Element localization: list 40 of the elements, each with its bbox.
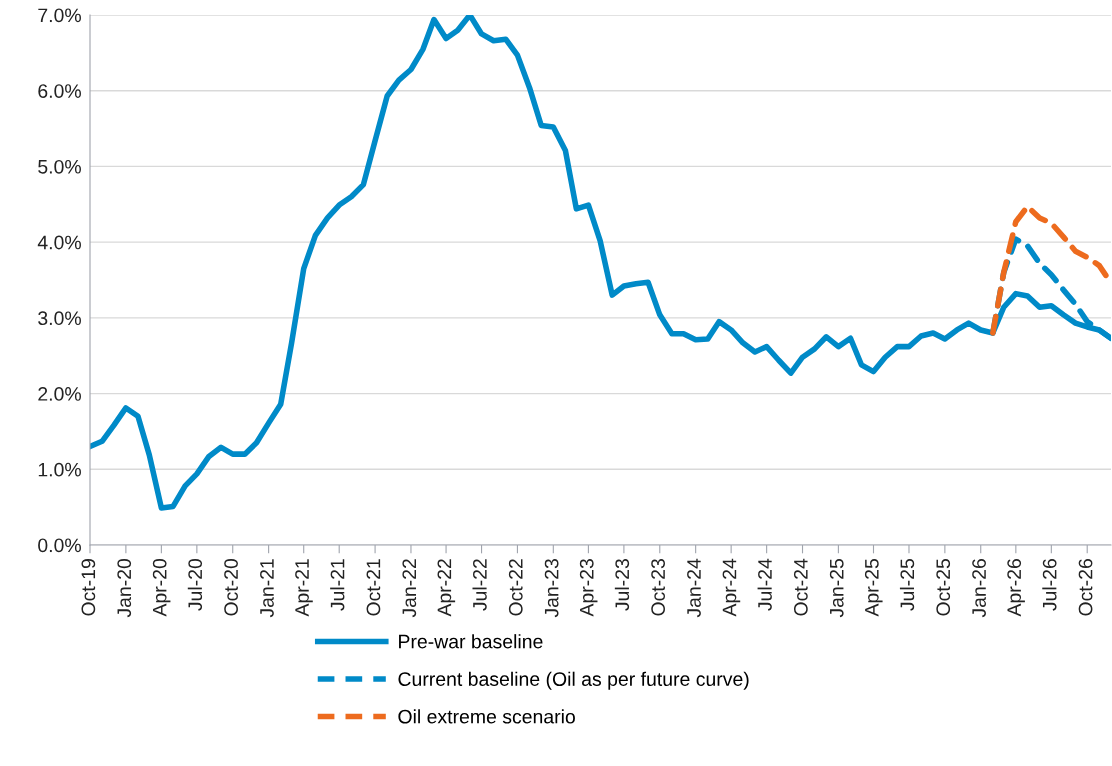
y-tick-label: 4.0% [37,235,81,250]
x-tick-label: Jan-25 [829,559,844,618]
x-tick-label: Apr-21 [295,559,313,617]
x-tick-label: Oct-21 [366,559,381,616]
x-tick-label: Jan-20 [117,558,132,618]
legend-label: Current baseline (Oil as per future curve) [398,671,749,690]
x-tick-label: Jan-26 [972,559,986,618]
x-tick-label: Apr-23 [579,559,598,617]
x-tick-label: Jul-22 [472,559,487,611]
x-tick-label: Apr-20 [152,558,171,617]
y-tick-label: 6.0% [38,84,81,98]
x-tick-label: Oct-26 [1078,559,1093,616]
x-tick-label: Oct-24 [793,558,808,616]
legend-label: Pre-war baseline [399,634,543,649]
y-tick-label: 0.0% [38,538,81,553]
x-tick-label: Jul-25 [899,559,915,611]
x-tick-label: Apr-26 [1007,559,1025,617]
y-tick-label: 7.0% [38,8,81,23]
x-tick-label: Apr-24 [722,558,741,617]
x-tick-label: Apr-22 [437,559,456,617]
x-tick-label: Jul-23 [614,559,630,611]
x-tick-label: Oct-25 [936,559,951,616]
x-tick-label: Oct-20 [224,558,238,616]
x-tick-label: Jan-22 [402,559,417,618]
y-tick-label: 5.0% [38,159,81,174]
x-tick-label: Oct-23 [651,559,665,616]
y-tick-label: 1.0% [38,462,81,477]
legend-label: Oil extreme scenario [398,709,575,724]
y-tick-label: 3.0% [38,311,81,326]
x-tick-label: Jul-24 [757,558,772,611]
y-tick-label: 2.0% [38,387,81,401]
x-tick-label: Jul-21 [330,559,345,611]
x-tick-label: Oct-19 [81,559,96,616]
x-tick-label: Jan-24 [687,558,701,618]
x-tick-label: Jan-21 [260,559,274,618]
x-tick-label: Apr-25 [864,559,883,617]
x-tick-label: Jan-23 [544,559,559,618]
x-tick-label: Jul-26 [1042,559,1057,611]
x-tick-label: Oct-22 [508,559,523,616]
x-tick-label: Jul-20 [187,558,203,611]
